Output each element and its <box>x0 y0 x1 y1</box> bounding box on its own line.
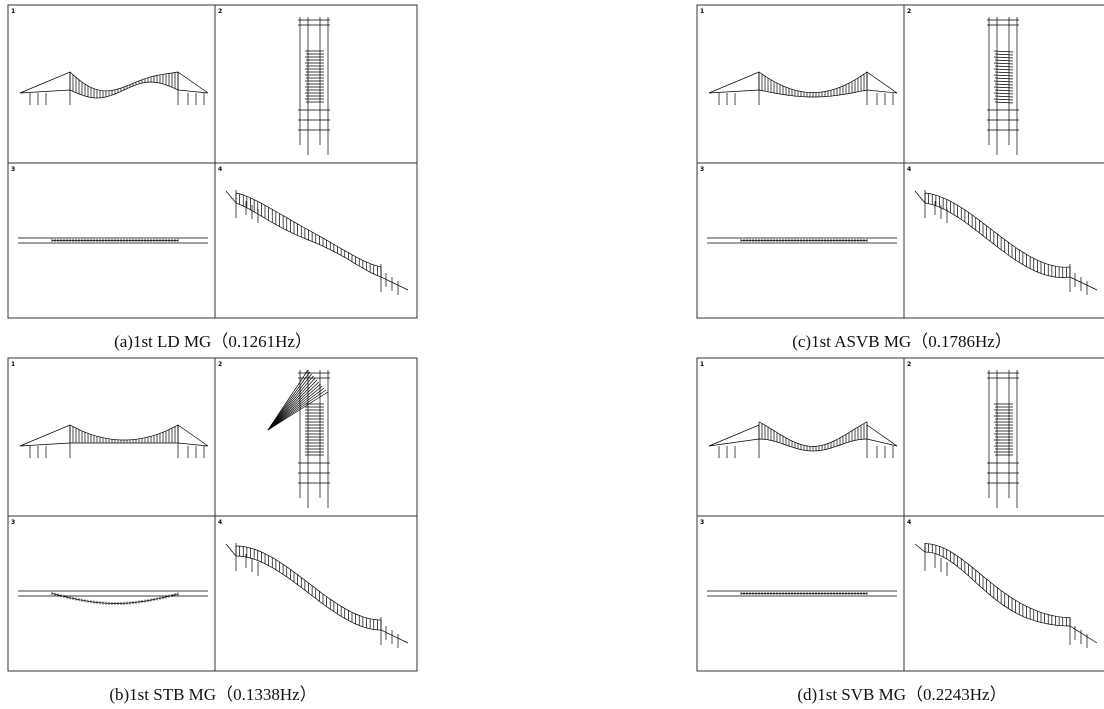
section-line <box>995 66 1013 67</box>
section-line <box>995 78 1013 79</box>
panel-number: 1 <box>11 8 15 15</box>
fan-line <box>268 382 319 430</box>
side-cable <box>20 425 70 458</box>
section-line <box>995 84 1013 85</box>
panel-number: 4 <box>907 166 911 173</box>
section-line <box>995 102 1013 103</box>
side-cable <box>709 425 759 458</box>
deck <box>709 90 897 97</box>
section-line <box>995 72 1013 73</box>
panel-number: 3 <box>700 519 704 526</box>
panel-number: 4 <box>218 166 222 173</box>
caption: (d)1st SVB MG（0.2243Hz） <box>797 685 1006 704</box>
panel-number: 2 <box>907 8 911 15</box>
caption: (b)1st STB MG（0.1338Hz） <box>109 685 316 704</box>
section-line <box>995 96 1013 97</box>
section-line <box>995 54 1013 55</box>
caption: (a)1st LD MG（0.1261Hz） <box>114 332 312 351</box>
mode-figure: 1 2 3 4 (c)1st ASVB MG（0.1786Hz） <box>697 5 1104 351</box>
side-cable <box>867 425 897 458</box>
section-line <box>995 60 1013 61</box>
main-cable <box>759 72 867 93</box>
main-cable <box>759 422 867 447</box>
panel-frame <box>697 358 1104 671</box>
side-cable <box>178 425 208 458</box>
fan-line <box>268 392 328 430</box>
panel-number: 2 <box>218 8 222 15</box>
side-cable <box>867 72 897 105</box>
panel-number: 3 <box>700 166 704 173</box>
side-cable <box>709 72 759 105</box>
panel-number: 2 <box>907 361 911 368</box>
section-line <box>995 90 1013 91</box>
fan-line <box>268 380 317 430</box>
panel-number: 4 <box>907 519 911 526</box>
deck <box>20 443 208 446</box>
mode-figure: 1 2 3 4 (a)1st LD MG（0.1261Hz） <box>8 5 417 351</box>
mode-figure: 1 2 3 4 (d)1st SVB MG（0.2243Hz） <box>697 358 1104 704</box>
panel-frame <box>697 5 1104 318</box>
mode-figure: 1 2 3 4 (b)1st STB MG（0.1338Hz） <box>8 358 417 704</box>
panel-number: 3 <box>11 166 15 173</box>
side-cable <box>178 72 208 105</box>
caption: (c)1st ASVB MG（0.1786Hz） <box>792 332 1012 351</box>
panel-number: 1 <box>700 8 704 15</box>
panel-number: 4 <box>218 519 222 526</box>
panel-number: 1 <box>11 361 15 368</box>
panel-number: 3 <box>11 519 15 526</box>
panel-number: 2 <box>218 361 222 368</box>
side-cable <box>20 72 70 105</box>
panel-number: 1 <box>700 361 704 368</box>
main-cable <box>70 425 178 440</box>
panel-frame <box>8 5 417 318</box>
figure: 1 2 3 4 (a)1st LD MG（0.1261Hz） 1 2 3 4 (b)1st STB… <box>0 0 1104 709</box>
